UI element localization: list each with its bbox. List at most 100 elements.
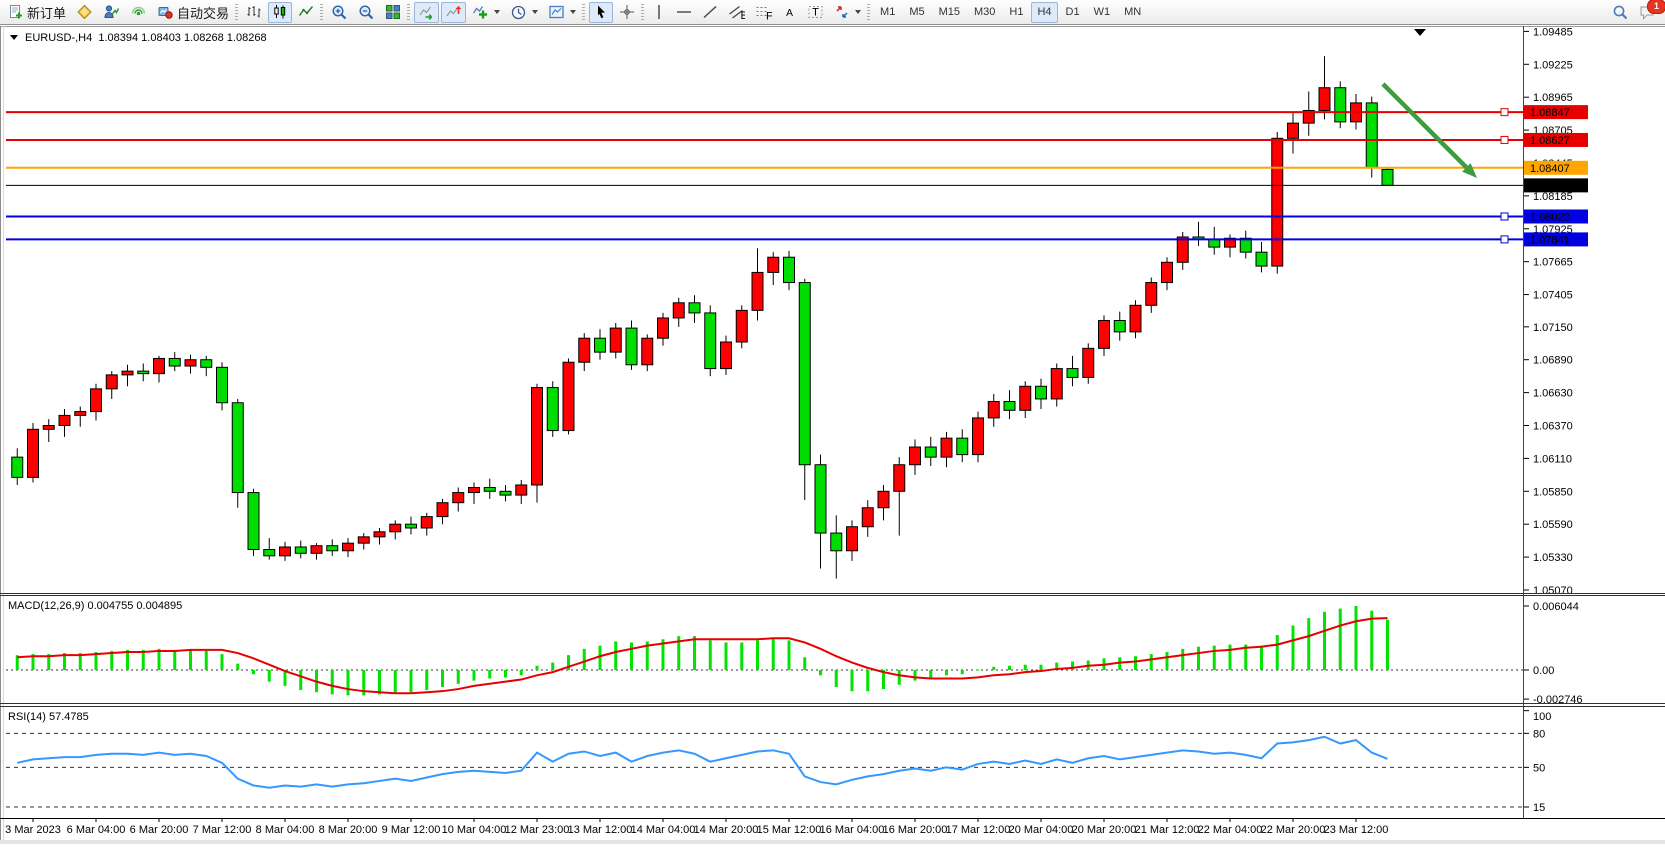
signals-button[interactable] [126,2,151,23]
candle-up [735,309,748,343]
timeframes-dropdown-button[interactable] [506,2,542,23]
svg-text:E: E [741,10,746,20]
crosshair-tool-button[interactable] [615,2,639,23]
cursor-tool-button[interactable] [589,1,614,23]
price-scale[interactable] [1524,26,1665,818]
auto-trading-button[interactable]: 自动交易 [153,2,233,23]
timeframe-button-m1[interactable]: M1 [880,6,896,18]
line-handle[interactable] [1500,108,1509,117]
trendline-tool-button[interactable] [698,2,722,23]
macd-histogram-bar [771,638,775,670]
candle-down [1066,368,1079,378]
symbol-dropdown-icon[interactable] [10,35,18,40]
macd-histogram-bar [645,641,649,670]
time-axis[interactable] [0,818,1665,844]
main-chart-plot-area[interactable] [6,26,1523,593]
macd-histogram-bar [141,649,145,670]
macd-histogram-bar [1228,644,1232,670]
search-icon [1613,5,1628,19]
macd-histogram-bar [992,666,996,670]
bar-chart-mode-button[interactable] [242,2,266,23]
time-tick-label: 14 Mar 20:00 [694,824,759,836]
tile-windows-button[interactable] [381,2,405,23]
candle-up [121,370,134,376]
toolbar-grip [582,4,586,20]
channel-tool-button[interactable]: E [724,2,749,23]
timeframe-button-d1[interactable]: D1 [1065,6,1080,18]
timeframe-toolbar: M1 M5 M15 M30 H1 H4 D1 W1 MN [873,1,1148,23]
text-tool-button[interactable]: A [778,2,801,23]
candle-down [499,490,512,496]
candle-up [58,414,71,427]
macd-histogram-bar [567,655,570,670]
candle-down [1035,385,1047,400]
new-order-icon [10,5,22,19]
time-tick-label: 15 Mar 12:00 [757,824,822,836]
timeframe-button-m15[interactable]: M15 [938,6,960,18]
candle-up [357,536,370,544]
candle-up [1129,304,1142,333]
fibonacci-tool-button[interactable]: F [751,2,776,23]
zoom-in-button[interactable] [327,2,352,23]
candle-up [153,357,165,375]
line-handle[interactable] [1500,235,1509,244]
auto-scroll-button[interactable] [414,1,440,23]
search-button[interactable] [1608,2,1633,23]
auto-scroll-icon [419,6,433,20]
candle-down [294,546,307,554]
horizontal-line-tool-button[interactable] [672,2,696,23]
rsi-header-label: RSI(14) 57.4785 [8,711,89,723]
line-chart-mode-button[interactable] [294,2,318,23]
rsi-scale-label: 50 [1533,762,1545,774]
market-watch-button[interactable] [99,2,124,23]
trend-arrow-annotation[interactable] [1381,82,1477,178]
price-tick-label: 1.09485 [1533,26,1573,38]
fibonacci-icon: F [756,7,772,21]
line-handle[interactable] [1500,135,1509,144]
macd-histogram-bar [960,670,964,675]
candle-up [609,327,622,353]
macd-histogram-bar [441,670,444,687]
bar-chart-icon [247,6,261,18]
macd-histogram-bar [126,649,129,670]
zoom-out-button[interactable] [354,2,379,23]
time-marker-triangle[interactable] [1414,29,1426,36]
macd-plot-area[interactable] [6,596,1523,703]
indicators-button[interactable] [468,2,504,23]
notifications-button[interactable]: 1 [1635,0,1665,23]
macd-histogram-bar [220,654,224,670]
timeframe-button-h1[interactable]: H1 [1009,6,1024,18]
macd-histogram-bar [1134,656,1137,670]
timeframe-button-mn[interactable]: MN [1124,6,1142,18]
macd-histogram-bar [472,670,476,681]
price-label-text: 1.08022 [1530,211,1570,223]
templates-button[interactable] [544,2,580,23]
line-handle[interactable] [1500,212,1509,221]
candle-up [1224,237,1236,248]
indicators-dropdown-caret [494,10,501,14]
chart-shift-button[interactable] [441,1,467,23]
new-chart-button[interactable] [72,2,97,23]
macd-histogram-bar [1023,664,1027,670]
vertical-line-tool-button[interactable] [648,2,670,23]
timeframe-button-w1[interactable]: W1 [1093,6,1111,18]
candlestick-mode-button[interactable] [268,1,293,23]
rsi-line [17,735,1388,789]
new-order-button[interactable]: 新订单 [4,2,70,23]
chart-canvas: 1.094851.092251.089651.087051.084451.081… [0,26,1665,844]
macd-histogram-bar [1370,610,1374,670]
timeframe-button-h4[interactable]: H4 [1031,1,1058,23]
timeframe-button-m5[interactable]: M5 [909,6,925,18]
candle-down [546,387,559,432]
macd-histogram-bar [850,670,854,692]
candle-up [468,487,480,494]
svg-text:F: F [766,11,772,21]
time-tick-label: 8 Mar 04:00 [256,824,315,836]
timeframe-button-m30[interactable]: M30 [974,6,996,18]
candle-down [200,359,213,368]
rsi-plot-area[interactable] [6,707,1523,818]
arrows-tool-button[interactable] [830,2,865,23]
candle-up [672,302,685,319]
text-label-tool-button[interactable]: T [803,2,828,23]
macd-histogram-bar [63,653,66,670]
